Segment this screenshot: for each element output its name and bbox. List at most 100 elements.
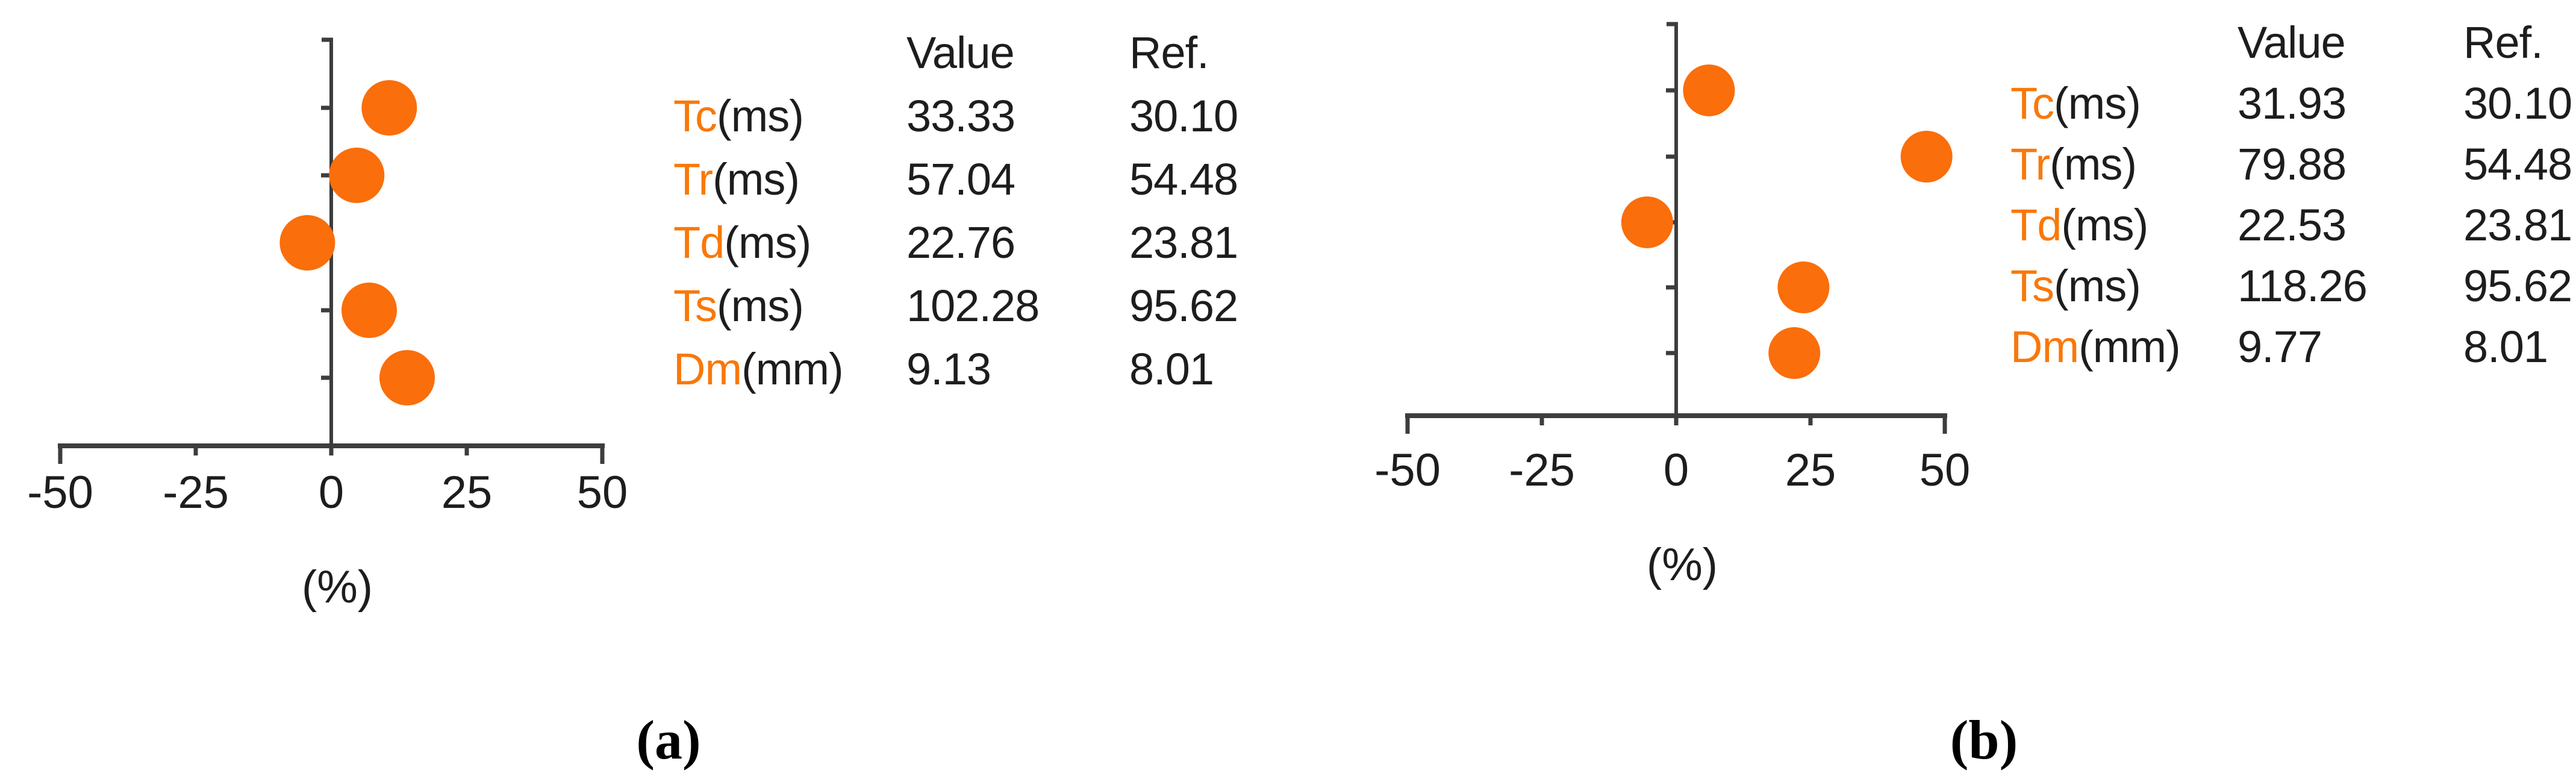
x-tick-label-0: 0 [1664, 445, 1689, 496]
ref-number: 95.62 [1129, 280, 1238, 331]
ref-header-label: Ref. [1129, 27, 1209, 78]
x-tick-label--25: -25 [1509, 445, 1575, 496]
value-header-label: Value [2238, 17, 2346, 67]
param-symbol: Ts [673, 280, 717, 331]
value-cell: 22.76 [906, 211, 1129, 274]
param-symbol: Dm [2010, 321, 2079, 372]
ref-header-cell: Ref. [2463, 12, 2576, 73]
ref-cell: 54.48 [1129, 148, 1268, 211]
value-number: 79.88 [2238, 139, 2347, 189]
ref-cell: 30.10 [2463, 73, 2576, 134]
value-number: 33.33 [906, 90, 1015, 141]
ref-number: 30.10 [1129, 90, 1238, 141]
param-symbol: Tc [673, 90, 717, 141]
x-tick-label-25: 25 [441, 467, 493, 518]
deviation-dot-Td [279, 215, 335, 271]
param-symbol: Dm [673, 343, 742, 394]
param-cell: Ts (ms) [673, 274, 906, 337]
x-axis-unit-label: (%) [302, 562, 373, 613]
param-cell: Dm (mm) [2010, 316, 2238, 377]
param-unit: (mm) [2079, 321, 2181, 372]
param-symbol: Tr [2010, 139, 2050, 189]
x-tick-label-0: 0 [319, 467, 344, 518]
value-number: 9.13 [906, 343, 991, 394]
ref-header-cell: Ref. [1129, 21, 1268, 84]
x-axis-unit-label: (%) [1647, 539, 1718, 590]
value-header-cell: Value [906, 21, 1129, 84]
ref-cell: 54.48 [2463, 134, 2576, 195]
ref-number: 23.81 [1129, 217, 1238, 267]
ref-cell: 23.81 [2463, 195, 2576, 255]
panel-b-caption: (b) [1950, 709, 2018, 771]
deviation-dot-Td [1621, 196, 1673, 248]
value-number: 9.77 [2238, 321, 2322, 372]
deviation-dot-Tc [361, 80, 417, 136]
x-tick-label-50: 50 [577, 467, 628, 518]
table-corner-cell [673, 21, 906, 84]
value-cell: 9.13 [906, 337, 1129, 401]
param-cell: Td (ms) [2010, 195, 2238, 255]
ref-cell: 95.62 [2463, 255, 2576, 316]
ref-number: 54.48 [2463, 139, 2572, 189]
x-tick-label-50: 50 [1920, 445, 1971, 496]
metrics-table-b: Value Ref. Tc (ms) 31.93 30.10 Tr (ms) 79.88 54.4… [2010, 12, 2576, 377]
param-unit: (ms) [2054, 78, 2141, 128]
param-cell: Dm (mm) [673, 337, 906, 401]
param-symbol: Ts [2010, 260, 2054, 311]
param-cell: Tc (ms) [673, 84, 906, 148]
ref-number: 54.48 [1129, 154, 1238, 204]
deviation-dot-Ts [1777, 261, 1830, 313]
param-unit: (ms) [2054, 260, 2141, 311]
param-cell: Tc (ms) [2010, 73, 2238, 134]
deviation-dot-Ts [341, 283, 397, 338]
deviation-dot-Tc [1683, 64, 1735, 116]
deviation-dot-Dm [379, 350, 435, 405]
panel-a-caption: (a) [636, 709, 701, 771]
param-symbol: Td [673, 217, 725, 267]
param-symbol: Td [2010, 199, 2062, 250]
param-unit: (mm) [741, 343, 844, 394]
param-unit: (ms) [713, 154, 800, 204]
value-cell: 31.93 [2238, 73, 2463, 134]
table-corner-cell [2010, 12, 2238, 73]
deviation-dot-Tr [329, 148, 385, 203]
ref-number: 30.10 [2463, 78, 2572, 128]
param-cell: Tr (ms) [2010, 134, 2238, 195]
x-tick-label--25: -25 [163, 467, 229, 518]
param-unit: (ms) [717, 280, 804, 331]
value-cell: 102.28 [906, 274, 1129, 337]
value-header-label: Value [906, 27, 1015, 78]
ref-cell: 95.62 [1129, 274, 1268, 337]
param-unit: (ms) [2050, 139, 2137, 189]
value-cell: 9.77 [2238, 316, 2463, 377]
param-unit: (ms) [717, 90, 804, 141]
value-number: 57.04 [906, 154, 1015, 204]
x-tick-label--50: -50 [1374, 445, 1441, 496]
ref-cell: 23.81 [1129, 211, 1268, 274]
param-cell: Tr (ms) [673, 148, 906, 211]
ref-number: 8.01 [2463, 321, 2548, 372]
ref-header-label: Ref. [2463, 17, 2543, 67]
param-symbol: Tc [2010, 78, 2054, 128]
param-cell: Td (ms) [673, 211, 906, 274]
deviation-dot-Tr [1900, 131, 1953, 183]
ref-cell: 8.01 [2463, 316, 2576, 377]
value-cell: 33.33 [906, 84, 1129, 148]
ref-number: 95.62 [2463, 260, 2572, 311]
deviation-dot-Dm [1768, 327, 1821, 379]
ref-cell: 30.10 [1129, 84, 1268, 148]
value-number: 22.53 [2238, 199, 2347, 250]
value-cell: 118.26 [2238, 255, 2463, 316]
value-number: 118.26 [2238, 260, 2368, 311]
ref-cell: 8.01 [1129, 337, 1268, 401]
param-cell: Ts (ms) [2010, 255, 2238, 316]
value-cell: 22.53 [2238, 195, 2463, 255]
ref-number: 8.01 [1129, 343, 1214, 394]
value-cell: 79.88 [2238, 134, 2463, 195]
value-number: 102.28 [906, 280, 1040, 331]
value-cell: 57.04 [906, 148, 1129, 211]
value-number: 22.76 [906, 217, 1015, 267]
metrics-table-a: Value Ref. Tc (ms) 33.33 30.10 Tr (ms) 57.04 54.4… [673, 21, 1268, 401]
